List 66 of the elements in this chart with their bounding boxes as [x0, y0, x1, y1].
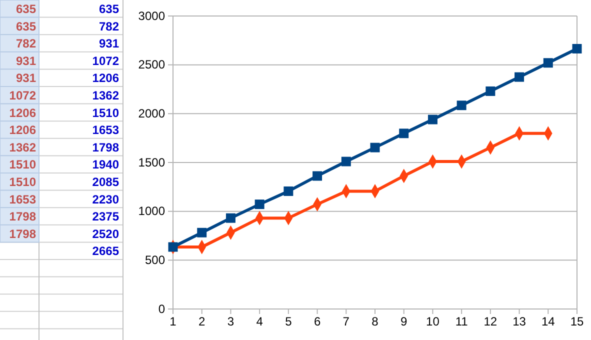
text: 931	[98, 36, 120, 51]
text: 1362	[9, 140, 36, 154]
text: 1072	[92, 54, 120, 68]
y-tick-label: 2000	[138, 106, 166, 121]
x-tick-label: 4	[256, 314, 264, 329]
point	[168, 242, 178, 252]
x-tick-label: 12	[484, 314, 498, 329]
point	[226, 213, 236, 223]
text: 635	[16, 2, 36, 16]
text: 635	[98, 2, 120, 16]
text: 635	[16, 19, 36, 34]
text: 931	[16, 71, 36, 86]
point	[543, 58, 553, 68]
y-tick-label: 500	[144, 253, 166, 268]
x-tick-label: 2	[198, 314, 206, 329]
text: 782	[98, 19, 120, 34]
text: 2085	[92, 175, 120, 189]
point	[486, 86, 496, 96]
text: 931	[16, 54, 36, 68]
x-tick-label: 5	[285, 314, 292, 329]
text: 1653	[92, 123, 120, 138]
text: 1362	[92, 88, 120, 102]
x-tick-label: 8	[372, 314, 379, 329]
x-tick-label: 11	[455, 314, 468, 329]
x-tick-label: 6	[314, 314, 321, 329]
text: 1940	[92, 158, 120, 172]
x-tick-label: 15	[570, 314, 584, 329]
y-tick-label: 1000	[138, 204, 166, 218]
text: 1798	[92, 140, 120, 154]
point	[428, 114, 438, 124]
text: 782	[16, 36, 36, 51]
x-tick-label: 3	[227, 314, 234, 329]
text: 1510	[9, 158, 36, 172]
y-tick-label: 0	[158, 302, 166, 316]
x-tick-label: 9	[400, 314, 408, 329]
text: 1510	[9, 175, 36, 189]
point	[399, 128, 409, 138]
x-tick-label: 13	[512, 314, 526, 329]
point	[514, 72, 524, 82]
text: 2665	[92, 244, 120, 258]
point	[197, 228, 207, 238]
text: 1798	[9, 226, 36, 241]
y-tick-label: 1500	[138, 155, 166, 170]
y-tick-label: 3000	[138, 8, 166, 23]
text: 1206	[92, 71, 120, 86]
text: 1798	[9, 210, 36, 224]
point	[456, 100, 466, 110]
x-tick-label: 14	[541, 314, 556, 329]
text: 1510	[92, 106, 120, 120]
x-tick-label: 1	[170, 314, 177, 329]
text: 2230	[92, 192, 120, 206]
text: 2375	[92, 210, 120, 224]
text: 1653	[9, 192, 36, 206]
point	[284, 186, 294, 196]
x-tick-label: 7	[342, 314, 350, 329]
point	[370, 142, 380, 152]
point	[572, 44, 582, 54]
text: 1206	[9, 106, 36, 120]
text: 1072	[9, 88, 36, 102]
point	[254, 200, 264, 210]
x-tick-label: 10	[426, 314, 440, 329]
text: 2520	[92, 226, 120, 241]
point	[341, 156, 351, 166]
y-tick-label: 2500	[138, 58, 166, 72]
point	[312, 171, 322, 181]
text: 1206	[9, 123, 36, 138]
